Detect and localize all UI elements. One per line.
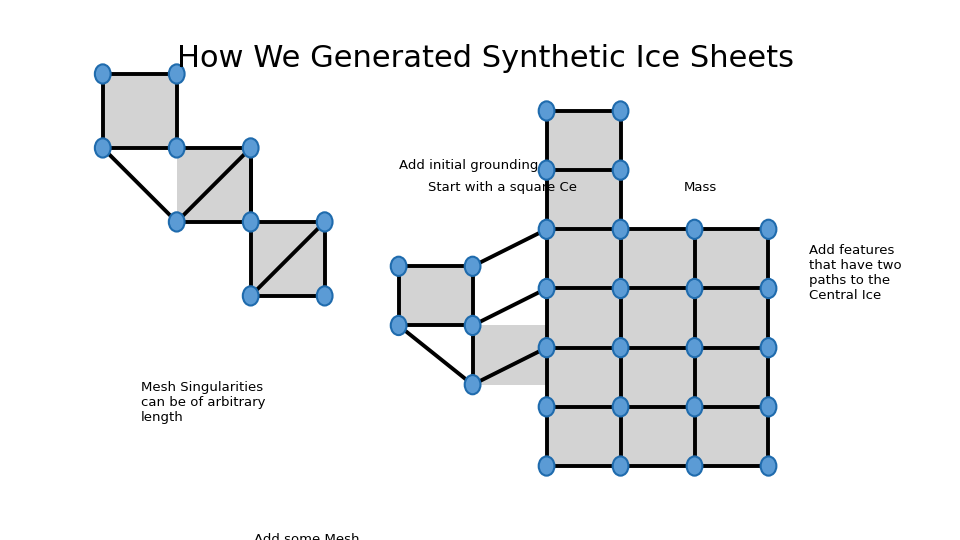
Ellipse shape: [760, 220, 777, 239]
Ellipse shape: [612, 220, 629, 239]
Ellipse shape: [391, 256, 406, 276]
Polygon shape: [620, 407, 694, 466]
Ellipse shape: [539, 397, 555, 416]
Polygon shape: [177, 148, 251, 222]
Text: Add initial grounding: Add initial grounding: [398, 159, 538, 172]
Text: Start with a square Ce: Start with a square Ce: [428, 181, 577, 194]
Ellipse shape: [243, 138, 258, 158]
Polygon shape: [546, 170, 620, 230]
Ellipse shape: [686, 397, 703, 416]
Ellipse shape: [760, 279, 777, 298]
Polygon shape: [103, 74, 177, 148]
Ellipse shape: [243, 286, 258, 306]
Ellipse shape: [243, 212, 258, 232]
Ellipse shape: [760, 397, 777, 416]
Ellipse shape: [465, 316, 481, 335]
Ellipse shape: [612, 397, 629, 416]
Text: Add some Mesh
Singularities: Add some Mesh Singularities: [254, 532, 360, 540]
Polygon shape: [620, 288, 694, 348]
Text: Mesh Singularities
can be of arbitrary
length: Mesh Singularities can be of arbitrary l…: [141, 381, 266, 424]
Ellipse shape: [465, 256, 481, 276]
Ellipse shape: [95, 64, 110, 84]
Ellipse shape: [169, 212, 184, 232]
Ellipse shape: [612, 456, 629, 476]
Polygon shape: [620, 230, 694, 288]
Ellipse shape: [169, 138, 184, 158]
Ellipse shape: [539, 338, 555, 357]
Ellipse shape: [539, 160, 555, 180]
Polygon shape: [694, 348, 769, 407]
Polygon shape: [398, 266, 472, 326]
Polygon shape: [694, 407, 769, 466]
Polygon shape: [546, 288, 620, 348]
Ellipse shape: [686, 338, 703, 357]
Ellipse shape: [539, 102, 555, 120]
Ellipse shape: [539, 456, 555, 476]
Polygon shape: [694, 230, 769, 288]
Text: How We Generated Synthetic Ice Sheets: How We Generated Synthetic Ice Sheets: [177, 44, 794, 73]
Polygon shape: [694, 288, 769, 348]
Ellipse shape: [317, 212, 332, 232]
Polygon shape: [546, 111, 620, 170]
Ellipse shape: [465, 375, 481, 394]
Ellipse shape: [686, 220, 703, 239]
Ellipse shape: [612, 160, 629, 180]
Ellipse shape: [95, 138, 110, 158]
Ellipse shape: [760, 338, 777, 357]
Polygon shape: [620, 348, 694, 407]
Polygon shape: [546, 348, 620, 407]
Ellipse shape: [686, 279, 703, 298]
Ellipse shape: [686, 456, 703, 476]
Ellipse shape: [539, 220, 555, 239]
Ellipse shape: [317, 286, 332, 306]
Ellipse shape: [612, 102, 629, 120]
Polygon shape: [472, 326, 546, 384]
Ellipse shape: [539, 279, 555, 298]
Polygon shape: [546, 407, 620, 466]
Ellipse shape: [760, 456, 777, 476]
Polygon shape: [546, 230, 620, 288]
Ellipse shape: [391, 316, 406, 335]
Ellipse shape: [612, 338, 629, 357]
Text: Mass: Mass: [684, 181, 717, 194]
Ellipse shape: [169, 64, 184, 84]
Polygon shape: [251, 222, 324, 296]
Text: Add features
that have two
paths to the
Central Ice: Add features that have two paths to the …: [809, 244, 901, 302]
Ellipse shape: [612, 279, 629, 298]
